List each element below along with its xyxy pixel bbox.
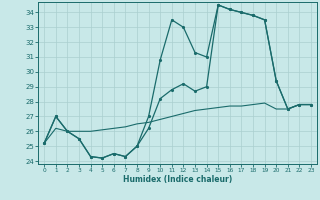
X-axis label: Humidex (Indice chaleur): Humidex (Indice chaleur) bbox=[123, 175, 232, 184]
